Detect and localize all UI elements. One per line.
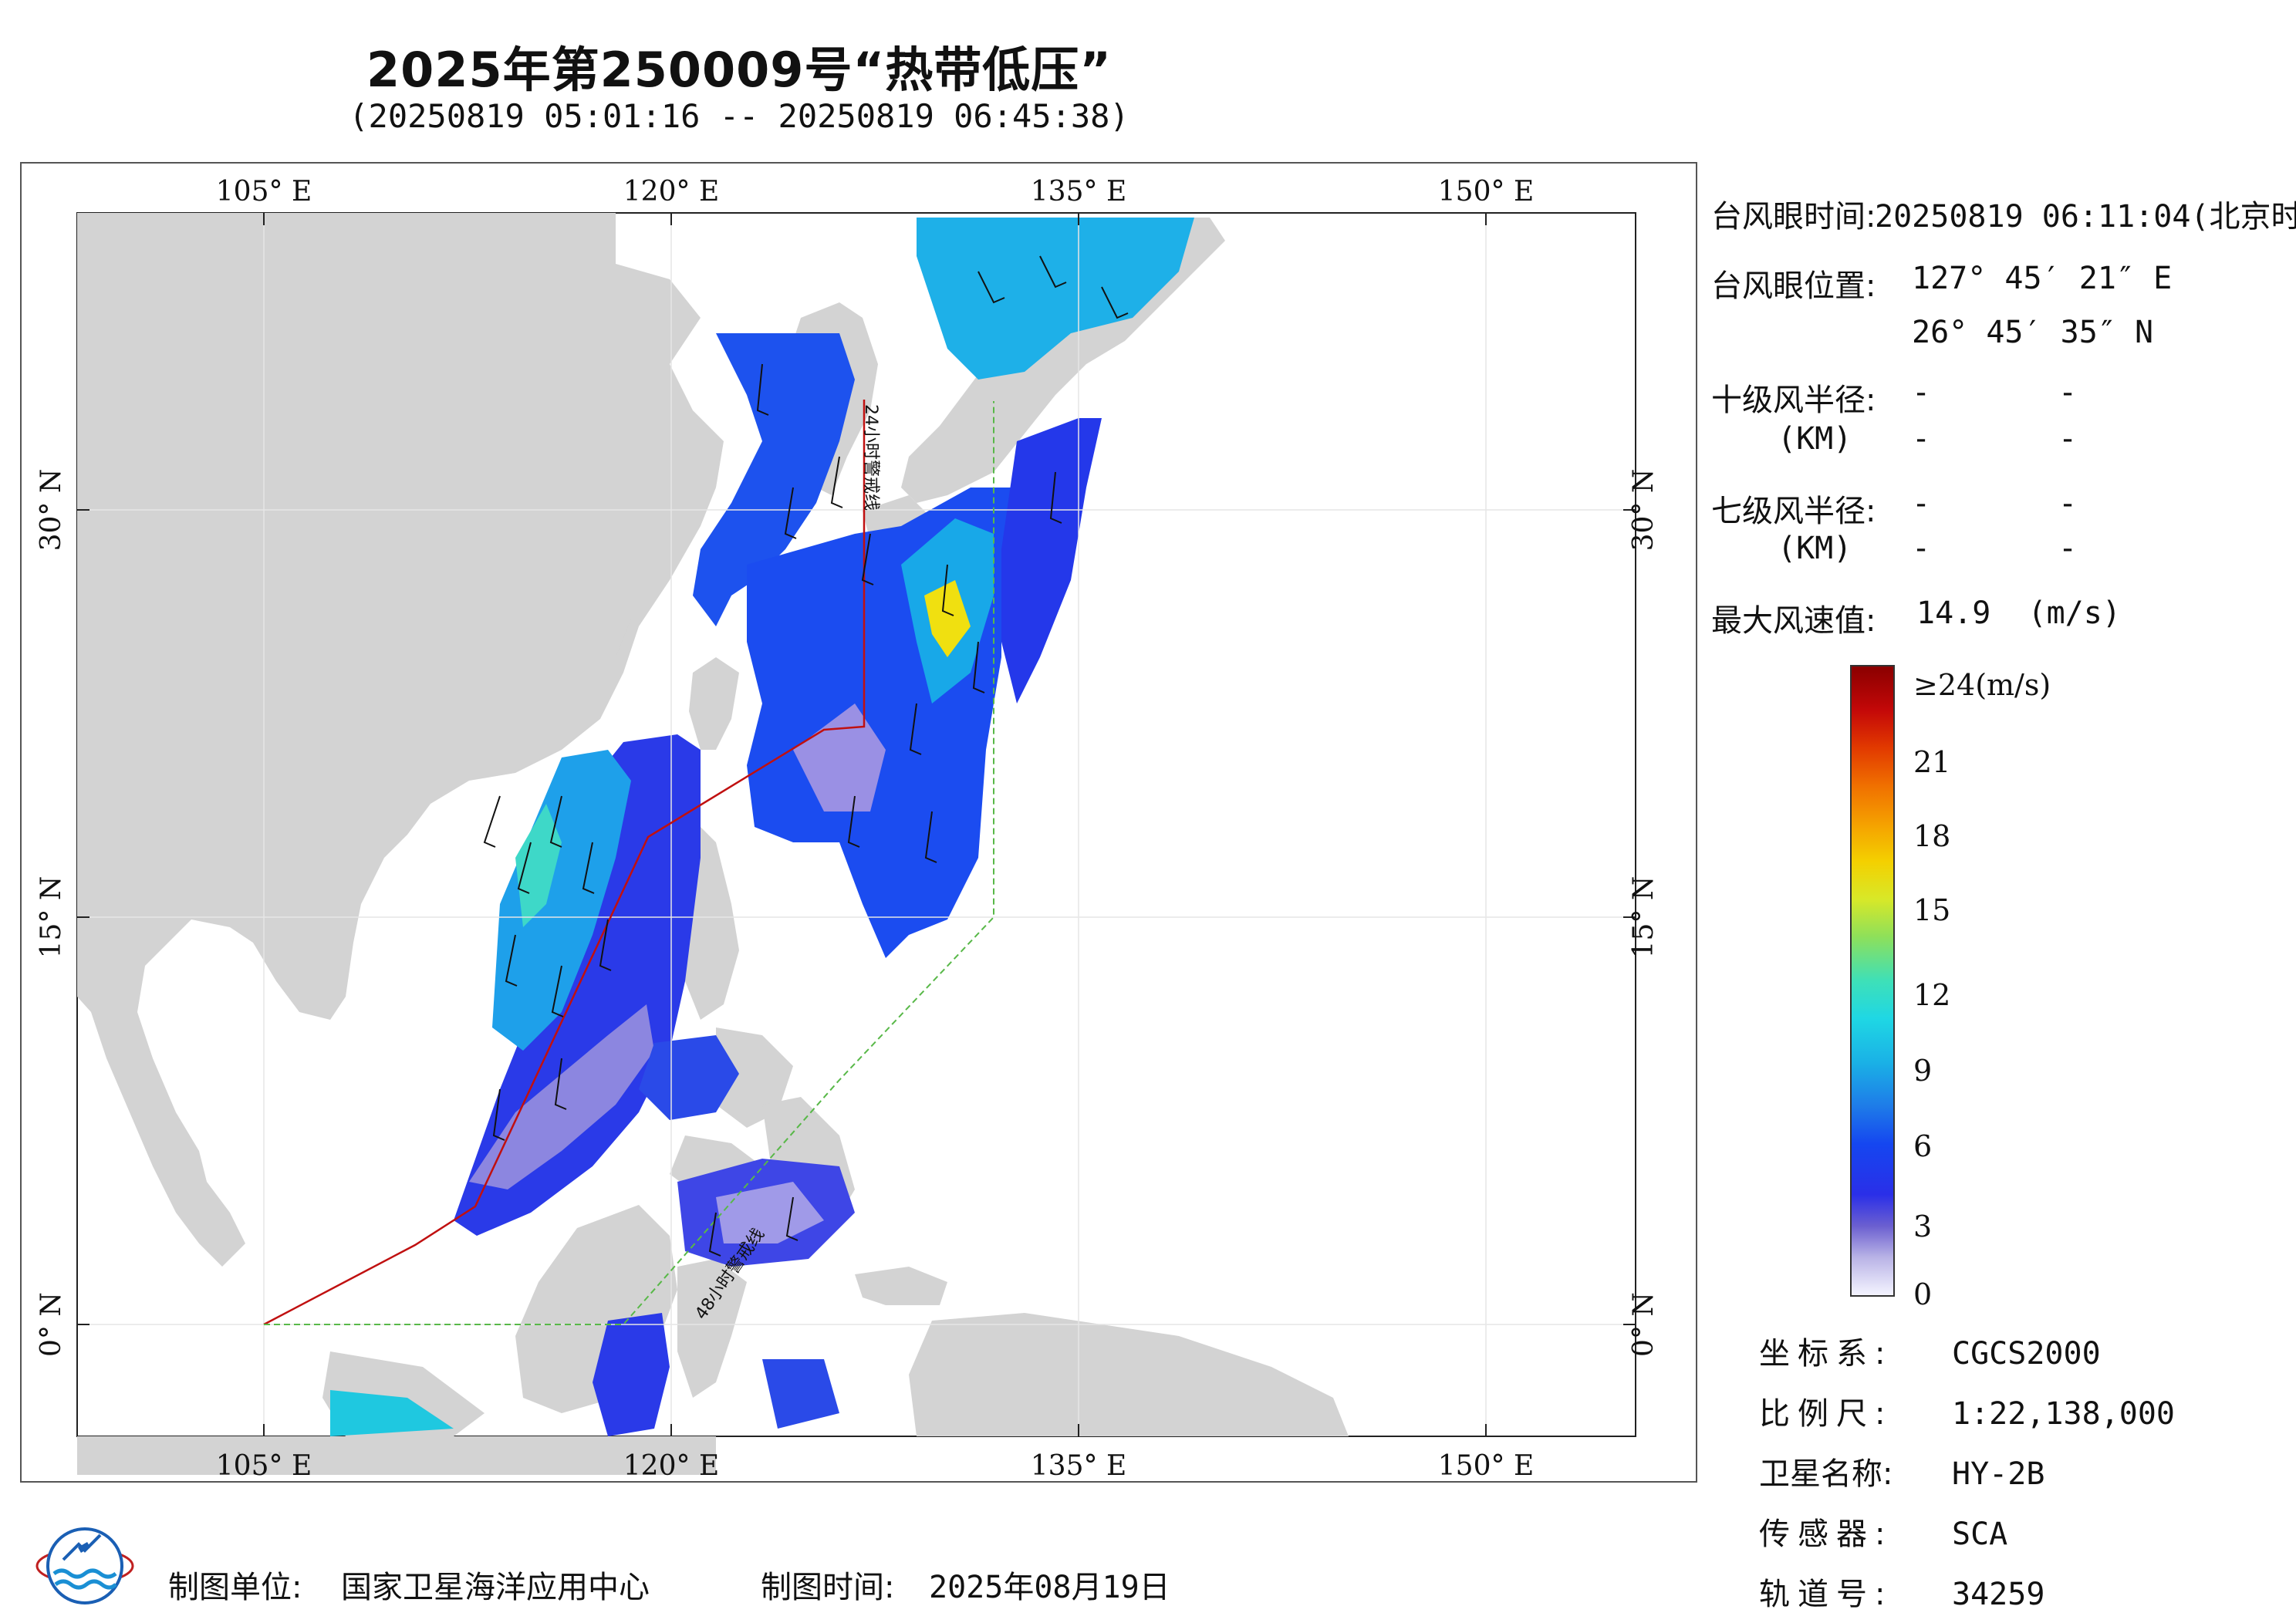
r7-unit: (KM) bbox=[1778, 531, 1852, 566]
lon-label-bottom-105: 105° E bbox=[216, 1450, 312, 1481]
colorbar-tick-18: 18 bbox=[1913, 819, 1951, 853]
eye-time-label: 台风眼时间: bbox=[1711, 199, 1876, 235]
crs-row: 坐标系: CGCS2000 bbox=[1759, 1328, 2101, 1373]
frame-ticks bbox=[77, 213, 1636, 1436]
scale-value: 1:22,138,000 bbox=[1952, 1396, 2175, 1432]
r10-dash-3: - bbox=[1912, 421, 1931, 457]
sensor-value: SCA bbox=[1952, 1517, 2008, 1552]
lon-label-top-150: 150° E bbox=[1438, 176, 1534, 208]
satellite-value: HY-2B bbox=[1952, 1456, 2045, 1492]
orbit-label: 轨道号: bbox=[1759, 1577, 1893, 1612]
warning-24h-label: 24小时警戒线 bbox=[861, 404, 880, 511]
orbit-value: 34259 bbox=[1952, 1577, 2045, 1612]
date-value: 2025年08月19日 bbox=[929, 1570, 1170, 1605]
r7-dash-4: - bbox=[2058, 531, 2078, 566]
r10-dash-4: - bbox=[2058, 421, 2078, 457]
lat-label-right-15: 15° N bbox=[1628, 876, 1660, 959]
lon-label-bottom-150: 150° E bbox=[1438, 1450, 1534, 1481]
lat-label-left-15: 15° N bbox=[35, 876, 67, 959]
lon-label-top-105: 105° E bbox=[216, 176, 312, 208]
crs-label: 坐标系: bbox=[1759, 1336, 1893, 1372]
r10-dash-1: - bbox=[1912, 375, 1931, 410]
colorbar-tick-21: 21 bbox=[1913, 745, 1951, 779]
r7-dash-1: - bbox=[1912, 486, 1931, 521]
date-label: 制图时间: bbox=[761, 1570, 895, 1605]
wind-barbs bbox=[483, 255, 1129, 1257]
r10-unit: (KM) bbox=[1778, 421, 1852, 457]
lat-label-right-0: 0° N bbox=[1628, 1292, 1660, 1357]
lon-label-bottom-135: 135° E bbox=[1031, 1450, 1126, 1481]
lat-label-left-0: 0° N bbox=[35, 1292, 67, 1357]
colorbar-tick-24: ≥24(m/s) bbox=[1913, 668, 2051, 702]
map-frame[interactable]: 24小时警戒线 48小时警戒线 105° E 120° E 135° E 150… bbox=[20, 162, 1697, 1483]
sensor-row: 传感器: SCA bbox=[1759, 1509, 2007, 1554]
eye-latitude: 26° 45′ 35″ N bbox=[1912, 315, 2154, 350]
lon-label-top-120: 120° E bbox=[623, 176, 719, 208]
scale-row: 比例尺: 1:22,138,000 bbox=[1759, 1388, 2175, 1433]
r7-dash-2: - bbox=[2058, 486, 2078, 521]
scale-label: 比例尺: bbox=[1759, 1396, 1893, 1432]
max-wind-label: 最大风速值: bbox=[1711, 603, 1876, 639]
eye-position-label: 台风眼位置: bbox=[1711, 268, 1876, 304]
lat-label-right-30: 30° N bbox=[1628, 469, 1660, 552]
org-label: 制图单位: bbox=[168, 1570, 302, 1605]
wind-speed-colorbar bbox=[1850, 665, 1895, 1297]
eye-time-value: 20250819 06:11:04(北京时) bbox=[1875, 199, 2296, 235]
sensor-label: 传感器: bbox=[1759, 1517, 1893, 1552]
orbit-row: 轨道号: 34259 bbox=[1759, 1569, 2044, 1614]
satellite-row: 卫星名称: HY-2B bbox=[1759, 1449, 2044, 1493]
org-value: 国家卫星海洋应用中心 bbox=[341, 1570, 650, 1605]
crs-value: CGCS2000 bbox=[1952, 1336, 2101, 1372]
nsoas-logo-icon bbox=[35, 1527, 134, 1604]
colorbar-tick-6: 6 bbox=[1913, 1129, 1933, 1163]
wind-swaths bbox=[330, 218, 1194, 1436]
wind-map[interactable]: 24小时警戒线 48小时警戒线 105° E 120° E 135° E 150… bbox=[22, 164, 1696, 1481]
lat-label-left-30: 30° N bbox=[35, 469, 67, 552]
colorbar-tick-0: 0 bbox=[1913, 1277, 1933, 1311]
max-wind-value: 14.9 (m/s) bbox=[1916, 596, 2121, 631]
r7-dash-3: - bbox=[1912, 531, 1931, 566]
colorbar-tick-9: 9 bbox=[1913, 1054, 1933, 1088]
r7-label: 七级风半径: bbox=[1711, 494, 1876, 529]
time-range: (20250819 05:01:16 -- 20250819 06:45:38) bbox=[349, 97, 1129, 135]
colorbar-tick-12: 12 bbox=[1913, 978, 1951, 1012]
lon-label-bottom-120: 120° E bbox=[623, 1450, 719, 1481]
page-title: 2025年第250009号“热带低压” bbox=[366, 42, 1112, 98]
warning-line-48h bbox=[264, 401, 994, 1325]
warning-line-24h bbox=[263, 400, 866, 1326]
eye-longitude: 127° 45′ 21″ E bbox=[1912, 261, 2173, 296]
colorbar-tick-15: 15 bbox=[1913, 893, 1951, 927]
lon-label-top-135: 135° E bbox=[1031, 176, 1126, 208]
colorbar-tick-3: 3 bbox=[1913, 1210, 1933, 1243]
satellite-label: 卫星名称: bbox=[1759, 1456, 1893, 1492]
r10-label: 十级风半径: bbox=[1711, 383, 1876, 418]
r10-dash-2: - bbox=[2058, 375, 2078, 410]
